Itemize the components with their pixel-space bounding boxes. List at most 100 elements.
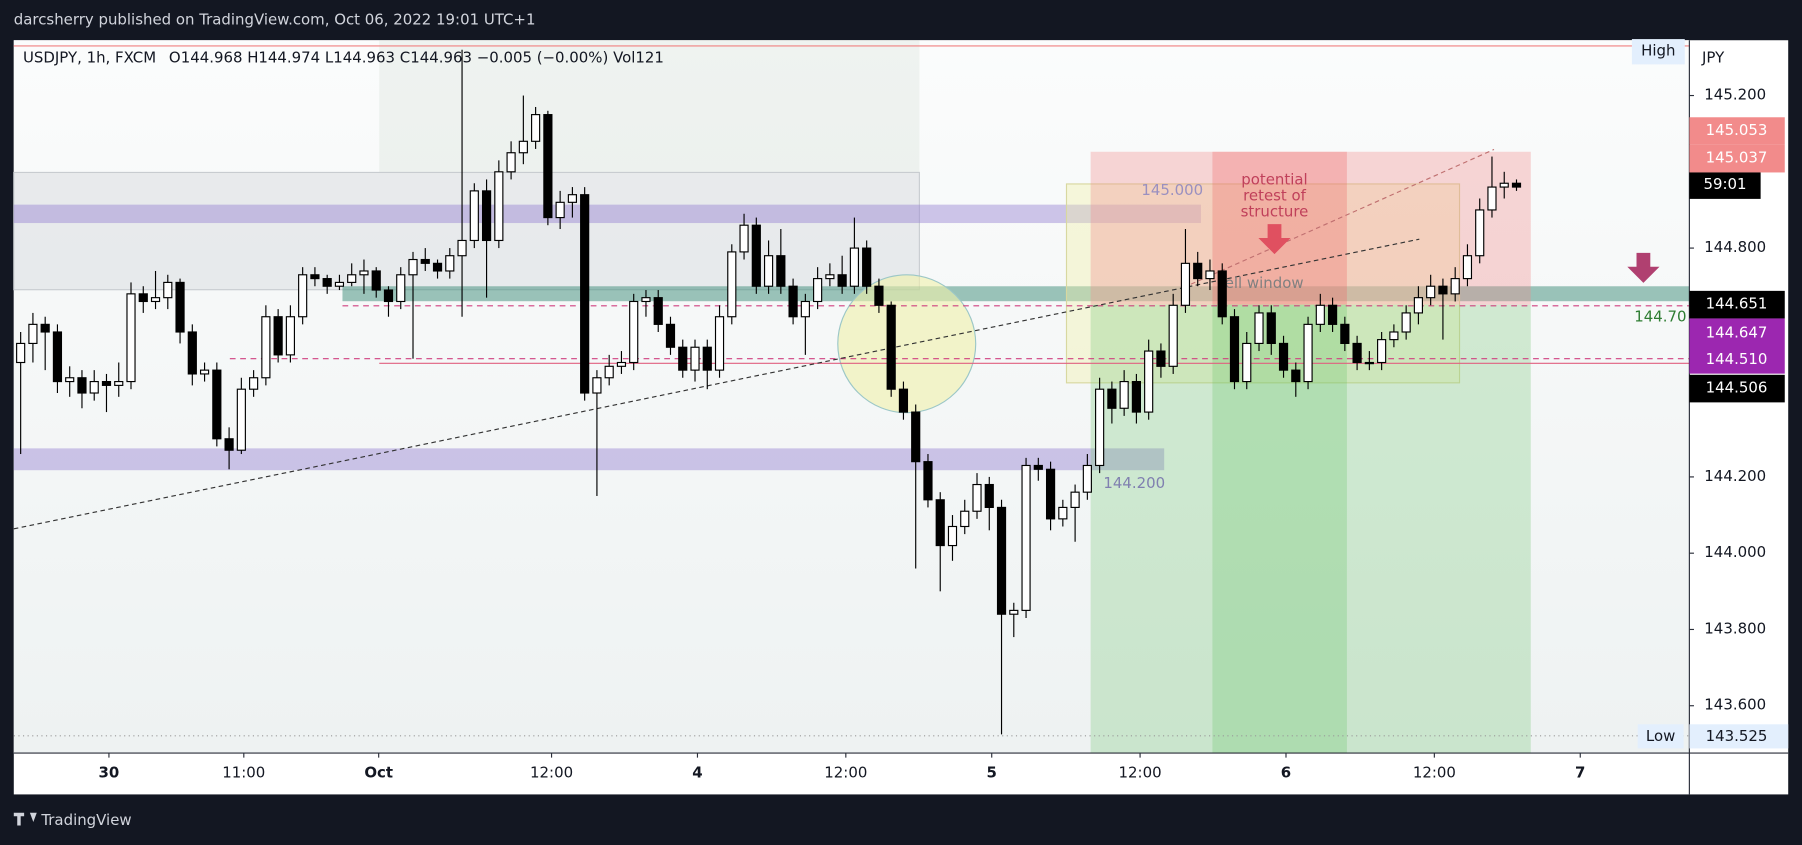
candle-body	[347, 274, 357, 283]
plot-area	[13, 40, 1690, 754]
candle-body	[469, 190, 479, 242]
candle-body	[580, 194, 590, 394]
candle-body	[408, 258, 418, 276]
candle-body	[678, 346, 688, 371]
candles	[16, 49, 1522, 735]
candle-body	[874, 285, 884, 306]
annotation: 144.70	[1634, 307, 1686, 325]
candle-body	[481, 190, 492, 242]
price-label: 145.053	[1706, 121, 1768, 139]
annotations: 145.000 144.200 potential retest of stru…	[1103, 170, 1686, 492]
candle-body	[52, 331, 63, 383]
candle-body	[101, 380, 112, 386]
candle-body	[420, 258, 430, 264]
candle-body	[960, 510, 970, 528]
footer-brand: TradingView	[40, 811, 131, 829]
candle-body	[1131, 380, 1142, 413]
candle-body	[665, 323, 676, 348]
candle-body	[1009, 609, 1019, 615]
candle-body	[1045, 468, 1056, 520]
candle-body	[1303, 323, 1313, 383]
candle-body	[1499, 182, 1509, 188]
candle-body	[163, 281, 173, 299]
candle-body	[1033, 464, 1043, 470]
price-label: Low	[1646, 727, 1675, 745]
candle-body	[837, 274, 847, 287]
candle-body	[567, 194, 577, 203]
candle-body	[1144, 350, 1154, 413]
candle-body	[224, 438, 234, 451]
annotation: 144.200	[1103, 474, 1165, 492]
price-label: 144.506	[1706, 379, 1768, 397]
zone	[342, 286, 1690, 302]
candle-body	[1254, 312, 1264, 345]
candle-body	[1401, 312, 1411, 333]
candle-body	[396, 274, 406, 303]
header: darcsherry published on TradingView.com,…	[14, 11, 536, 29]
candle-body	[432, 262, 443, 272]
candle-body	[236, 388, 246, 451]
candle-body	[886, 304, 896, 390]
candle-body	[40, 323, 50, 333]
candle-body	[629, 300, 639, 364]
candle-body	[1095, 388, 1105, 467]
price-label: 144.647	[1706, 323, 1768, 341]
candle-body	[1229, 316, 1240, 383]
candle-body	[1487, 186, 1497, 211]
candle-body	[383, 289, 394, 303]
x-tick-label: 12:00	[824, 764, 867, 782]
candle-body	[714, 316, 725, 371]
candle-body	[1426, 285, 1436, 299]
annotation: ell window	[1225, 274, 1304, 292]
zone	[1065, 183, 1461, 384]
price-label: 144.510	[1706, 350, 1768, 368]
candle-body	[972, 483, 982, 512]
candle-body	[776, 255, 786, 287]
candle-body	[653, 297, 663, 325]
candle-body	[65, 377, 75, 383]
label-bg	[1689, 172, 1761, 199]
candle-body	[273, 316, 283, 356]
candle-body	[592, 377, 602, 394]
y-tick-label: 143.600	[1704, 696, 1766, 714]
candle-body	[1070, 491, 1080, 508]
candle-body	[1266, 312, 1276, 345]
candle-body	[898, 388, 909, 413]
candle-body	[727, 251, 737, 318]
annotation: potential	[1241, 170, 1307, 188]
symbol: USDJPY, 1h, FXCM	[23, 49, 156, 67]
trend-line	[13, 238, 1420, 530]
candle-body	[813, 278, 823, 303]
axis-unit: JPY	[1701, 49, 1725, 67]
annotation: retest of	[1243, 187, 1307, 205]
candle-body	[1450, 278, 1460, 295]
candle-body	[1377, 339, 1387, 364]
candle-body	[543, 114, 553, 219]
annotation: 145.000	[1141, 181, 1203, 199]
y-tick-label: 144.800	[1704, 238, 1766, 256]
candle-body	[1413, 297, 1424, 314]
candle-body	[923, 461, 933, 501]
x-tick-label: 12:00	[530, 764, 573, 782]
x-tick-label: 7	[1575, 764, 1585, 782]
price-label: 143.525	[1706, 727, 1768, 745]
candle-body	[249, 377, 259, 390]
label-bg	[1637, 724, 1684, 749]
label-bg	[1631, 39, 1685, 65]
candle-body	[1217, 270, 1227, 318]
candle-body	[445, 255, 455, 272]
candle-body	[739, 224, 749, 253]
candle-body	[1511, 182, 1522, 188]
label-bg	[1689, 318, 1785, 374]
countdown: 59:01	[1703, 175, 1746, 193]
candle-body	[1205, 270, 1215, 280]
candle-body	[935, 499, 945, 547]
zone	[379, 40, 920, 173]
highlight-circle	[837, 274, 977, 414]
candle-body	[518, 140, 528, 154]
candle-body	[261, 316, 271, 379]
candle-body	[16, 342, 26, 364]
candle-body	[531, 114, 541, 142]
